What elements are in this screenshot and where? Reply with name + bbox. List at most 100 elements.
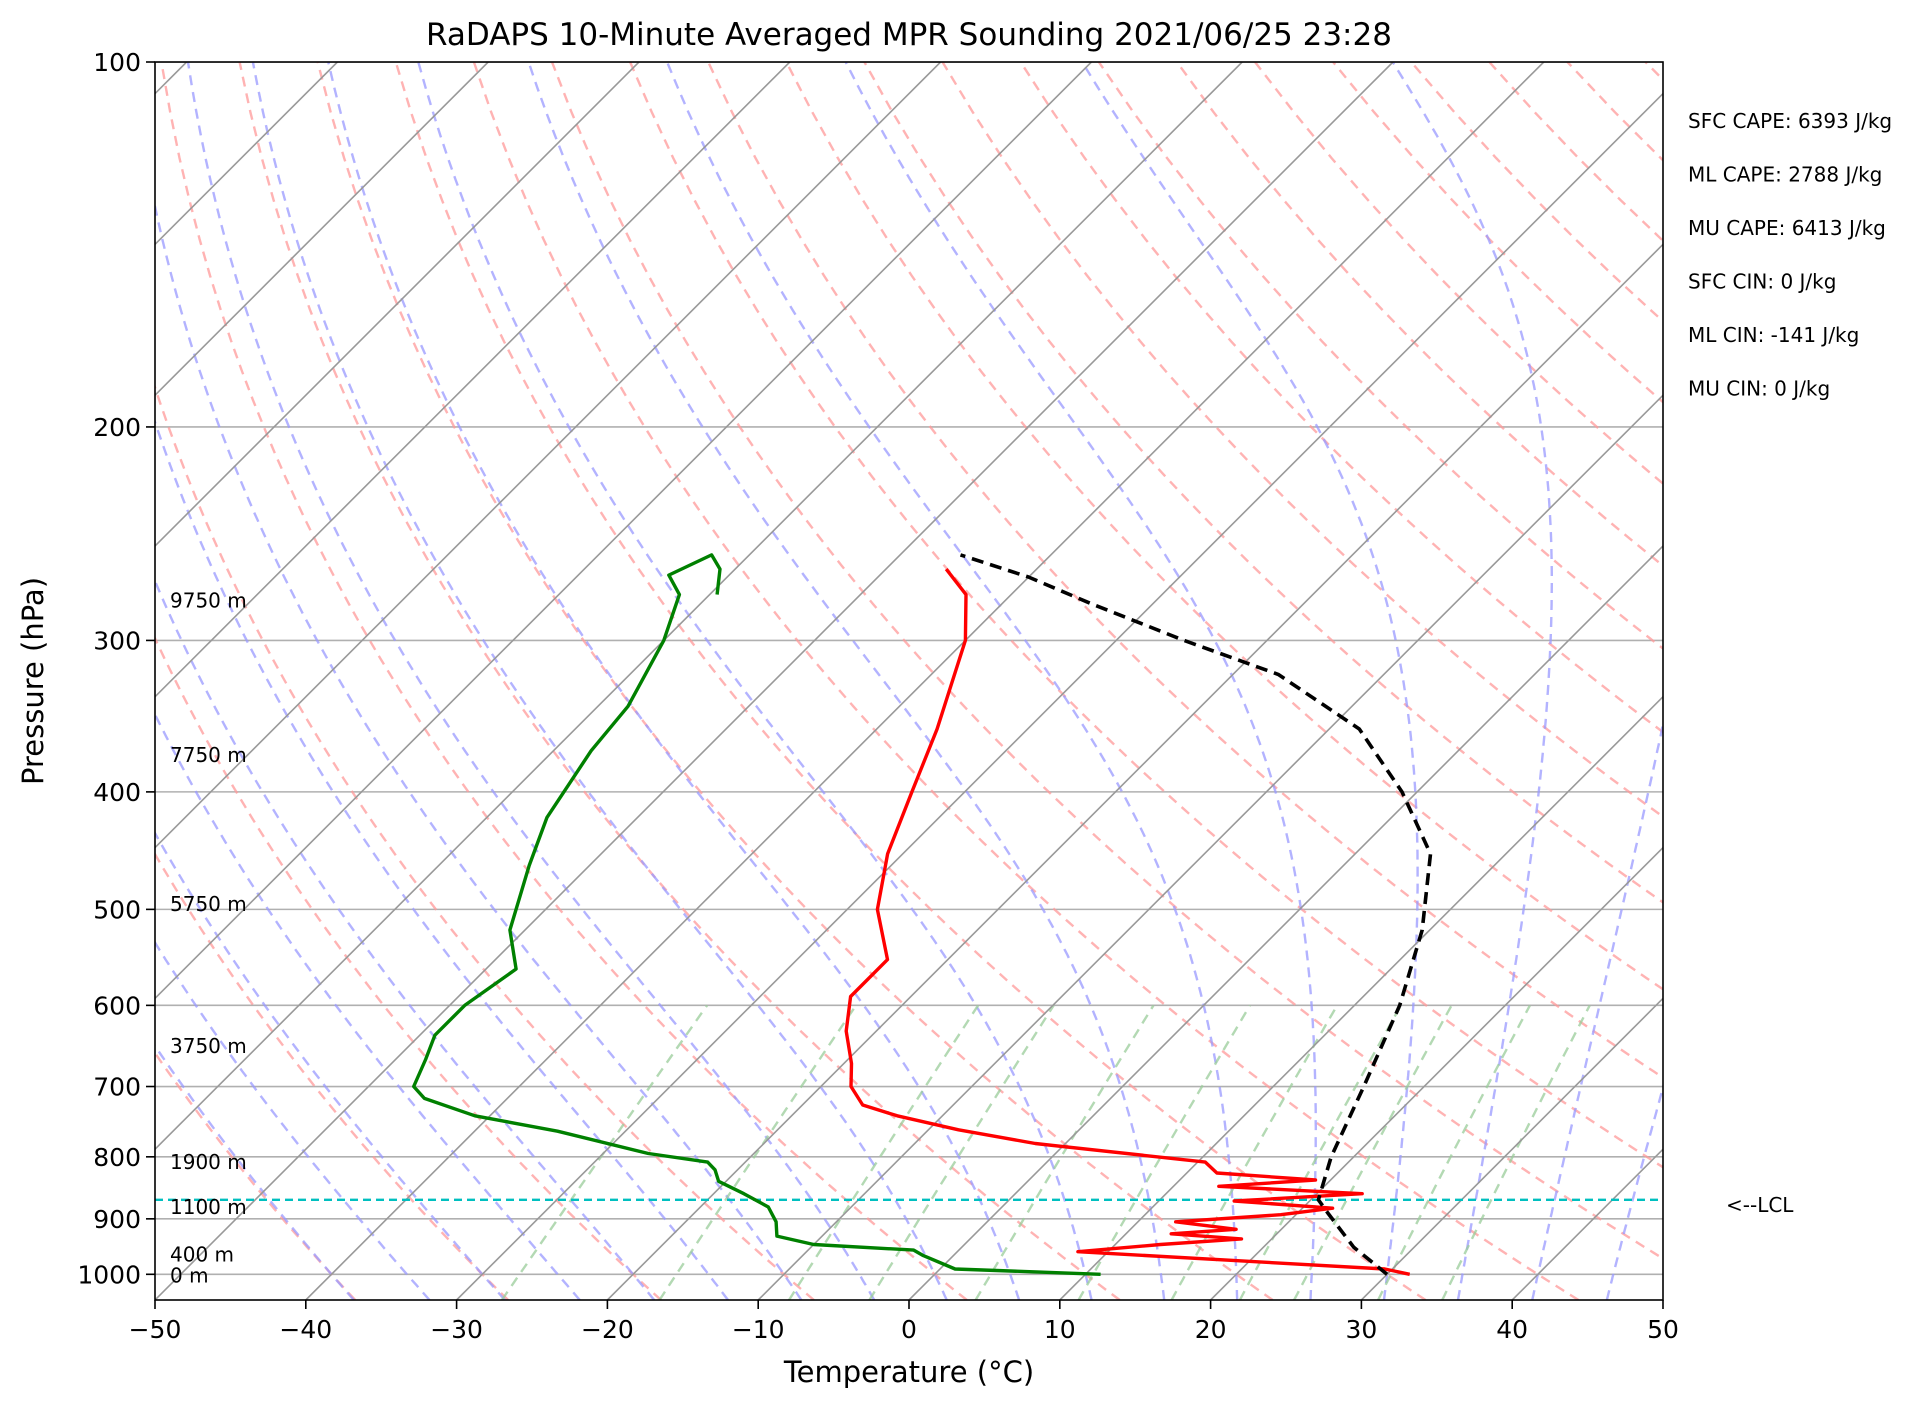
sounding-index: ML CIN: -141 J/kg [1688, 323, 1859, 347]
moist-adiabat [155, 830, 506, 1300]
height-label: 7750 m [170, 743, 247, 767]
y-tick-label: 300 [93, 626, 141, 655]
x-tick-label: 20 [1195, 1315, 1227, 1344]
isotherm [1662, 1298, 1663, 1300]
moist-adiabat [1682, 62, 1925, 1300]
y-tick-label: 700 [93, 1073, 141, 1102]
y-tick-label: 1000 [77, 1260, 141, 1289]
moist-adiabat [155, 200, 803, 1300]
isotherm [155, 62, 640, 548]
isotherm [155, 62, 791, 698]
dry-adiabat [1488, 62, 1663, 243]
dry-adiabat [238, 62, 1121, 1300]
moist-adiabat [417, 62, 1093, 1300]
moist-adiabat [186, 62, 876, 1300]
dry-adiabat [394, 62, 1427, 1300]
dry-adiabat [472, 62, 1580, 1300]
isotherm [1360, 997, 1663, 1300]
isotherm [155, 62, 1394, 1300]
x-axis-label: Temperature (°C) [783, 1355, 1034, 1389]
sounding-indices: SFC CAPE: 6393 J/kg ML CAPE: 2788 J/kg MU … [1688, 109, 1892, 401]
height-label: 400 m [170, 1242, 234, 1266]
isotherm [606, 243, 1663, 1300]
moist-adiabat [251, 62, 948, 1300]
series-parcel-line [959, 553, 1433, 1276]
dry-adiabat [1175, 62, 1663, 568]
grid-layer [155, 62, 1663, 1276]
series-temperature-line [844, 568, 1411, 1276]
moist-adiabat [155, 418, 729, 1300]
isotherm [155, 62, 1243, 1151]
x-tick-label: 0 [901, 1315, 917, 1344]
mixing-ratio-line [1441, 1004, 1591, 1300]
isotherm [908, 544, 1663, 1300]
x-tick-label: 30 [1345, 1315, 1377, 1344]
sounding-index: SFC CAPE: 6393 J/kg [1688, 109, 1892, 133]
moist-adiabat [665, 62, 1239, 1300]
dry-adiabat [1644, 62, 1663, 82]
dry-adiabat [941, 62, 1663, 819]
dry-adiabat [1880, 62, 1925, 1300]
x-tick-label: 40 [1496, 1315, 1528, 1344]
dry-adiabat [155, 635, 662, 1300]
plot-frame [154, 61, 1664, 1301]
y-tick-label: 800 [93, 1143, 141, 1172]
y-axis-label: Pressure (hPa) [16, 577, 50, 785]
chart-title: RaDAPS 10-Minute Averaged MPR Sounding 2… [426, 17, 1392, 53]
isotherm [1210, 846, 1663, 1300]
dry-adiabat [160, 62, 968, 1300]
moist-adiabats [155, 62, 1925, 1300]
dry-adiabat [1724, 62, 1925, 1300]
moist-adiabat [155, 711, 581, 1300]
y-tick-label: 600 [93, 991, 141, 1020]
y-tick-label: 500 [93, 895, 141, 924]
height-label: 0 m [170, 1263, 209, 1287]
dry-adiabat [155, 383, 815, 1300]
y-ticks: 100 200 300 400 500 600 700 800 900 1000 [77, 48, 155, 1289]
isotherm [155, 62, 489, 397]
height-label: 1900 m [170, 1150, 247, 1174]
sounding-index: SFC CIN: 0 J/kg [1688, 270, 1836, 294]
dry-adiabat [863, 62, 1663, 904]
sounding-index: MU CAPE: 6413 J/kg [1688, 216, 1886, 240]
y-tick-label: 200 [93, 413, 141, 442]
isotherm [305, 62, 1545, 1300]
moist-adiabat [155, 578, 656, 1300]
mixing-ratio-line [1377, 1004, 1531, 1300]
dry-adiabat [1410, 62, 1663, 323]
sounding-index: MU CIN: 0 J/kg [1688, 377, 1830, 401]
height-label: 3750 m [170, 1034, 247, 1058]
mixing-ratio-line [1293, 1004, 1453, 1300]
moist-adiabat [1531, 718, 1663, 1300]
sounding-index: ML CAPE: 2788 J/kg [1688, 163, 1882, 187]
x-tick-label: −50 [129, 1315, 182, 1344]
height-label: 1100 m [170, 1195, 247, 1219]
y-tick-label: 900 [93, 1205, 141, 1234]
isotherms [155, 62, 1925, 1300]
moist-adiabat [155, 940, 431, 1300]
mixing-ratio-lines [500, 1004, 1591, 1300]
x-tick-label: −20 [581, 1315, 634, 1344]
dry-adiabat [1566, 62, 1663, 162]
isotherm [1814, 62, 1925, 1300]
dry-adiabat [1097, 62, 1663, 650]
dry-adiabat [155, 851, 509, 1300]
isotherm [155, 62, 338, 246]
dry-adiabat [1802, 62, 1925, 1300]
moist-adiabat [1391, 62, 1553, 1300]
height-labels: 9750 m 7750 m 5750 m 3750 m 1900 m 1100 m 400 … [170, 588, 247, 1287]
dry-adiabat [1254, 62, 1663, 486]
lcl-label: <--LCL [1726, 1193, 1794, 1217]
x-tick-label: 10 [1044, 1315, 1076, 1344]
series-dewpoint-line [412, 553, 1101, 1276]
isotherm [757, 394, 1663, 1300]
dry-adiabats [155, 62, 1925, 1300]
height-label: 9750 m [170, 588, 247, 612]
mixing-ratio-line [658, 1004, 857, 1300]
isotherm [155, 62, 942, 849]
y-tick-label: 100 [93, 48, 141, 77]
mixing-ratio-line [1170, 1004, 1339, 1300]
mixing-ratio-line [1238, 1004, 1402, 1300]
isotherm [155, 62, 1092, 1000]
